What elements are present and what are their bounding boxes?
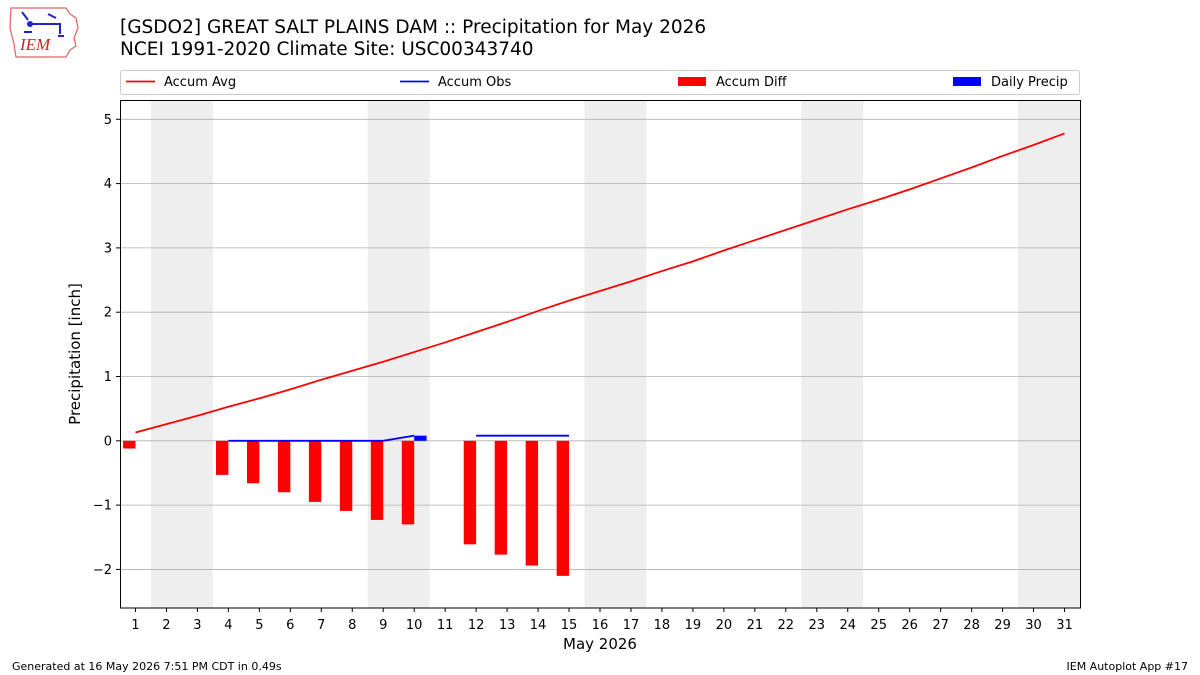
x-tick-label: 28 — [963, 618, 980, 633]
x-tick-label: 2 — [162, 618, 170, 633]
x-tick-label: 26 — [901, 618, 918, 633]
weekend-band — [150, 100, 182, 608]
x-tick-label: 27 — [932, 618, 949, 633]
x-tick-label: 10 — [406, 618, 423, 633]
weekend-band — [181, 100, 213, 608]
y-tick-label: 2 — [104, 306, 112, 321]
x-tick-label: 4 — [224, 618, 232, 633]
x-tick-label: 13 — [499, 618, 516, 633]
chart-subtitle: NCEI 1991-2020 Climate Site: USC00343740 — [120, 39, 534, 60]
bar-accum-diff — [123, 440, 136, 449]
legend-accum-obs-label: Accum Obs — [438, 75, 511, 90]
y-tick-label: 1 — [104, 370, 112, 385]
x-tick-label: 22 — [778, 618, 795, 633]
x-tick-label: 1 — [131, 618, 139, 633]
y-tick-label: 3 — [104, 241, 112, 256]
y-tick-label: −2 — [93, 563, 112, 578]
bar-daily-precip — [414, 435, 427, 441]
bar-accum-diff — [370, 440, 384, 520]
bar-accum-diff — [556, 440, 570, 576]
x-tick-label: 16 — [592, 618, 609, 633]
legend-frame — [120, 70, 1080, 95]
legend: Accum Avg Accum Obs Accum Diff Daily Precip — [120, 70, 1080, 95]
x-tick-label: 25 — [870, 618, 887, 633]
weather-symbol-icon — [21, 11, 64, 37]
x-tick-label: 30 — [1025, 618, 1042, 633]
x-tick-label: 19 — [685, 618, 702, 633]
weekend-band — [801, 100, 833, 608]
legend-daily-precip-swatch — [953, 77, 981, 86]
weekend-band — [615, 100, 647, 608]
weekend-band — [1049, 100, 1080, 608]
legend-accum-avg-label: Accum Avg — [164, 75, 236, 90]
iem-logo: IEM — [9, 7, 79, 58]
line-accum-obs — [228, 434, 415, 442]
x-tick-label: 8 — [348, 618, 356, 633]
legend-accum-diff-swatch — [678, 77, 706, 86]
x-tick-label: 12 — [468, 618, 485, 633]
x-tick-label: 18 — [654, 618, 671, 633]
x-tick-label: 11 — [437, 618, 454, 633]
chart-title: [GSDO2] GREAT SALT PLAINS DAM :: Precipi… — [120, 17, 707, 38]
legend-accum-diff-label: Accum Diff — [716, 75, 788, 90]
weekend-band — [1018, 100, 1050, 608]
bar-accum-diff — [401, 440, 415, 525]
bar-accum-diff — [277, 440, 291, 493]
bar-accum-diff — [463, 440, 477, 545]
bars — [123, 435, 570, 576]
lines — [135, 132, 1065, 442]
x-tick-label: 7 — [317, 618, 325, 633]
y-tick-label: 0 — [104, 434, 112, 449]
bar-accum-diff — [339, 440, 353, 511]
generated-timestamp: Generated at 16 May 2026 7:51 PM CDT in … — [12, 660, 282, 673]
x-tick-label: 31 — [1056, 618, 1073, 633]
x-tick-label: 17 — [623, 618, 640, 633]
x-axis: 1 2 3 4 5 6 7 8 9 10 11 12 13 14 15 16 17 18 19 20 21 22 23 24 2… — [131, 608, 1073, 633]
weekend-band — [832, 100, 864, 608]
line-accum-avg — [135, 132, 1065, 434]
legend-daily-precip-label: Daily Precip — [991, 75, 1068, 90]
weekend-band — [398, 100, 430, 608]
x-tick-label: 5 — [255, 618, 263, 633]
y-axis: −2 −1 0 1 2 3 4 5 — [93, 113, 120, 578]
weekend-band — [584, 100, 616, 608]
weekend-band — [367, 100, 399, 608]
y-tick-label: 4 — [104, 177, 112, 192]
bar-accum-diff — [525, 440, 539, 566]
x-tick-label: 29 — [994, 618, 1011, 633]
y-axis-label: Precipitation [inch] — [66, 283, 84, 425]
x-tick-label: 20 — [716, 618, 733, 633]
y-tick-label: 5 — [104, 113, 112, 128]
bar-accum-diff — [308, 440, 322, 502]
app-credit: IEM Autoplot App #17 — [1066, 660, 1189, 673]
x-tick-label: 21 — [747, 618, 764, 633]
x-tick-label: 6 — [286, 618, 294, 633]
x-tick-label: 15 — [561, 618, 578, 633]
x-tick-label: 9 — [379, 618, 387, 633]
x-tick-label: 24 — [839, 618, 856, 633]
x-tick-label: 3 — [193, 618, 201, 633]
weekend-shading — [150, 100, 1080, 608]
bar-accum-diff — [216, 440, 229, 475]
x-tick-label: 14 — [530, 618, 547, 633]
y-tick-label: −1 — [93, 499, 112, 514]
bar-accum-diff — [246, 440, 260, 484]
x-tick-label: 23 — [809, 618, 826, 633]
x-axis-label: May 2026 — [563, 635, 637, 653]
bar-accum-diff — [494, 440, 508, 555]
logo-text: IEM — [19, 35, 51, 54]
